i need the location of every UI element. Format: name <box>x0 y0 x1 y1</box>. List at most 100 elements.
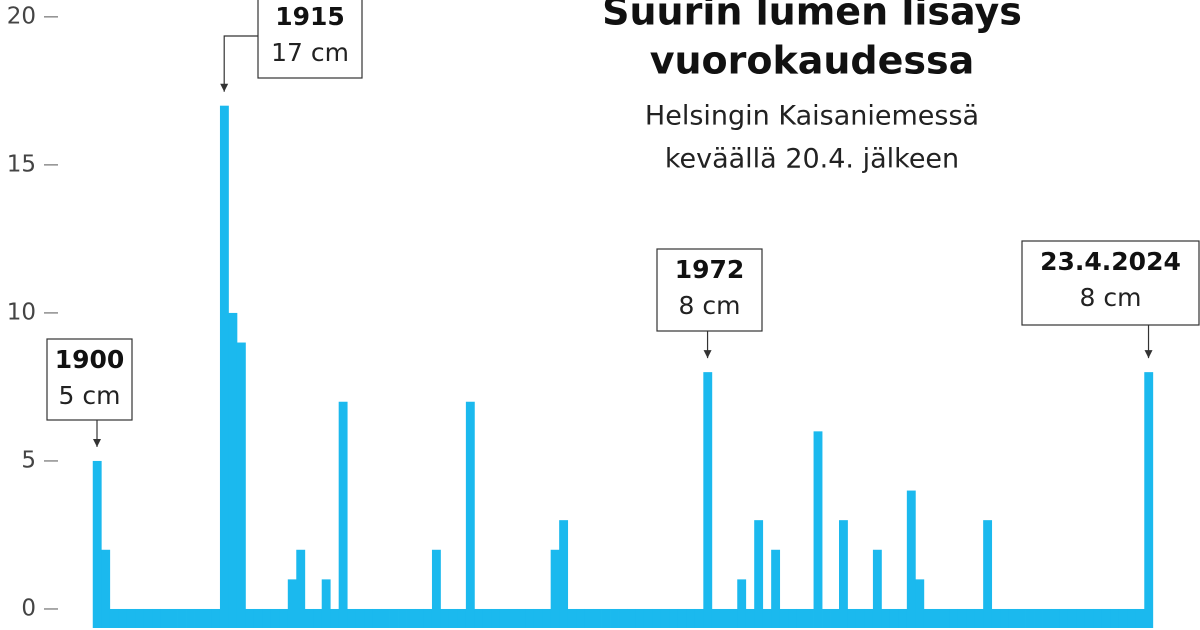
bar <box>186 608 195 628</box>
bar <box>855 608 865 628</box>
bar <box>839 520 848 628</box>
bar <box>627 608 636 628</box>
bar <box>152 608 161 628</box>
bar <box>771 549 781 628</box>
bar <box>601 608 611 628</box>
bar <box>219 105 229 628</box>
annotation-text: 17 cm <box>271 38 349 67</box>
bar <box>932 608 942 628</box>
bar <box>593 608 602 628</box>
bar <box>643 608 653 628</box>
bar <box>881 608 891 628</box>
bar <box>906 490 916 628</box>
annotation-text: 8 cm <box>1080 283 1142 312</box>
annotation-title: 1972 <box>675 255 745 284</box>
bar <box>754 520 764 628</box>
bar <box>559 520 569 628</box>
bar <box>211 608 221 628</box>
annotation: 1900 5 cm <box>46 338 133 447</box>
y-tick-label: 15 <box>7 151 36 177</box>
bar <box>1042 608 1052 628</box>
bar <box>525 608 535 628</box>
bar <box>330 608 340 628</box>
bar <box>516 608 526 628</box>
bar <box>1067 608 1077 628</box>
bar <box>796 608 806 628</box>
bar <box>338 401 348 628</box>
bar <box>279 608 289 628</box>
bar <box>1034 608 1043 628</box>
bar <box>737 579 747 628</box>
annotation: 1915 17 cm <box>220 0 363 92</box>
bar <box>1101 608 1111 628</box>
bar <box>966 608 976 628</box>
bar <box>126 608 136 628</box>
annotation-box <box>1021 240 1200 326</box>
bar <box>550 549 560 628</box>
bar <box>228 312 238 628</box>
bar <box>423 608 433 628</box>
bar <box>245 608 255 628</box>
bar <box>542 608 552 628</box>
bar <box>940 608 950 628</box>
bar <box>177 608 187 628</box>
bar <box>262 608 272 628</box>
bar <box>270 608 280 628</box>
bar <box>1084 608 1094 628</box>
bar <box>347 608 357 628</box>
bar <box>915 579 925 628</box>
annotation-box <box>656 248 763 332</box>
annotation-arrow <box>223 35 258 92</box>
y-tick-label: 20 <box>7 3 36 29</box>
bar <box>355 608 365 628</box>
chart-title: Suurin lumen lisäys <box>602 0 1022 34</box>
annotation: 23.4.2024 8 cm <box>1021 240 1200 359</box>
bar <box>508 608 518 628</box>
bar <box>160 608 170 628</box>
bar <box>1118 608 1128 628</box>
bar <box>143 608 153 628</box>
y-tick-label: 0 <box>21 595 36 621</box>
bar <box>957 608 967 628</box>
bar <box>788 608 797 628</box>
bar <box>728 608 738 628</box>
chart-title: vuorokaudessa <box>650 39 975 83</box>
bar <box>364 608 373 628</box>
bar <box>694 608 704 628</box>
annotation-arrowhead <box>1144 350 1153 359</box>
annotation-arrowhead <box>93 438 101 447</box>
bar <box>1144 372 1154 628</box>
annotation-text: 8 cm <box>679 291 741 320</box>
bar <box>720 608 730 628</box>
bar <box>482 608 492 628</box>
annotation-title: 23.4.2024 <box>1040 247 1181 276</box>
bar <box>313 608 323 628</box>
bar <box>1025 608 1035 628</box>
bar <box>949 608 959 628</box>
bar <box>635 608 645 628</box>
bar <box>822 608 831 628</box>
bar <box>991 608 1001 628</box>
bar <box>923 608 933 628</box>
bar <box>584 608 594 628</box>
bar <box>448 608 458 628</box>
bar <box>304 608 314 628</box>
bar <box>847 608 857 628</box>
bar <box>474 608 484 628</box>
annotation: 1972 8 cm <box>656 248 763 359</box>
bar <box>321 579 331 628</box>
bar <box>974 608 984 628</box>
bar <box>813 431 823 628</box>
bar <box>567 608 577 628</box>
bar <box>92 460 102 628</box>
bar <box>491 608 501 628</box>
bar <box>533 608 543 628</box>
y-tick-label: 10 <box>7 299 36 325</box>
annotation-arrowhead <box>220 83 229 92</box>
bar <box>1017 608 1026 628</box>
annotation-title: 1900 <box>55 345 125 374</box>
bar <box>898 608 908 628</box>
bar <box>296 549 306 628</box>
